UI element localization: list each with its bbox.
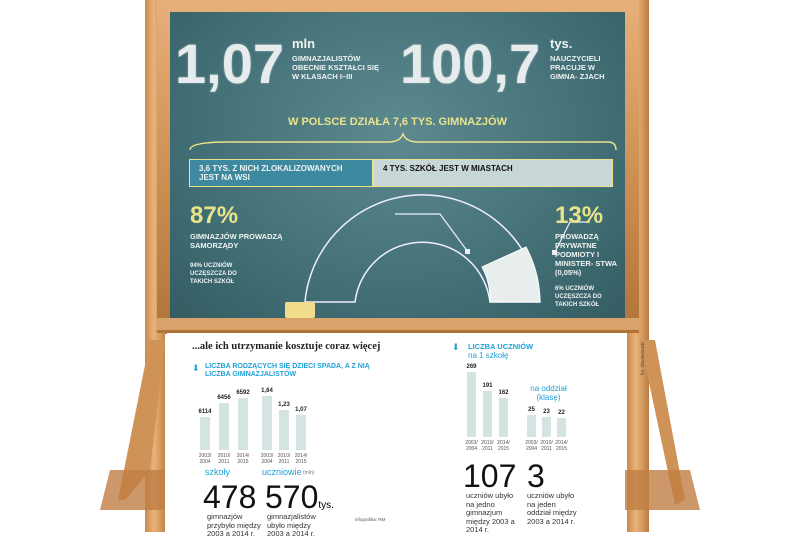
arrow-down-icon: ⬇ bbox=[192, 363, 200, 373]
bar bbox=[200, 416, 210, 450]
data-label: 1,23 bbox=[278, 401, 290, 408]
stat-students-value: 1,07 bbox=[175, 32, 284, 95]
public-note: 94% UCZNIÓW UCZĘSZCZA DO TAKICH SZKÓŁ bbox=[190, 263, 237, 285]
bar bbox=[279, 409, 289, 450]
bar bbox=[238, 398, 248, 450]
fact-per-class: 3 uczniów ubyło na jeden oddział między 2… bbox=[527, 458, 577, 526]
tick-label: 2014/ 2015 bbox=[497, 440, 510, 452]
arrow-down-icon: ⬇ bbox=[452, 342, 460, 352]
data-label: 23 bbox=[543, 408, 550, 415]
data-label: 191 bbox=[482, 382, 493, 389]
section2-subtitle: na 1 szkołę bbox=[468, 351, 509, 360]
headline: W POLSCE DZIAŁA 7,6 TYS. GIMNAZJÓW bbox=[288, 116, 507, 128]
stat-students-unit: mln bbox=[292, 36, 316, 51]
data-label: 162 bbox=[498, 389, 509, 396]
private-value: 13% bbox=[555, 202, 604, 229]
tick-label: 2003/ 2004 bbox=[465, 440, 478, 452]
tick-label: 2003/ 2004 bbox=[198, 453, 212, 465]
stat-teachers-label: NAUCZYCIELI PRACUJE W GIMNA- ZJACH bbox=[550, 54, 605, 81]
fact-schools: 478 gimnazjów przybyło między 2003 a 2014… bbox=[203, 479, 261, 538]
data-label: 25 bbox=[528, 407, 535, 413]
tick-label: 2014/ 2015 bbox=[294, 453, 308, 465]
chart-students-xlabel: uczniowie bbox=[262, 467, 302, 477]
tick-label: 2014/ 2015 bbox=[555, 440, 568, 452]
chart-students-unit: (mln) bbox=[303, 470, 315, 476]
bar bbox=[262, 396, 272, 450]
section2-title: LICZBA UCZNIÓW bbox=[468, 342, 534, 351]
photo-credit: fot. Shutterstock bbox=[640, 342, 645, 375]
stat-teachers-unit: tys. bbox=[550, 36, 573, 51]
tick-label: 2010/ 2011 bbox=[481, 440, 494, 452]
brace bbox=[189, 132, 617, 151]
private-label: PROWADZĄ PRYWATNE PODMIOTY I MINISTER- S… bbox=[555, 232, 617, 277]
data-label: 269 bbox=[466, 364, 477, 370]
bar bbox=[557, 417, 566, 437]
tick-label: 2010/ 2011 bbox=[540, 440, 553, 452]
public-label: GIMNAZJÓW PROWADZĄ SAMORZĄDY bbox=[190, 232, 283, 250]
tick-label: 2010/ 2011 bbox=[277, 453, 291, 465]
chalk-tray bbox=[157, 318, 639, 330]
chalkboard: 1,07 mln GIMNAZJALISTÓW OBECNIE KSZTAŁCI… bbox=[170, 12, 625, 318]
fact-per-school: 107 uczniów ubyło na jedno gimnazjum międ… bbox=[463, 458, 517, 534]
public-value: 87% bbox=[190, 202, 239, 229]
tick-label: 2003/ 2004 bbox=[525, 440, 538, 452]
bar bbox=[296, 414, 306, 450]
private-note: 6% UCZNIÓW UCZĘSZCZA DO TAKICH SZKÓŁ bbox=[555, 286, 602, 308]
data-label: 6456 bbox=[217, 395, 231, 402]
bar bbox=[467, 372, 476, 437]
bar bbox=[527, 415, 536, 437]
tick-label: 2003/ 2004 bbox=[260, 453, 274, 465]
stat-students-label: GIMNAZJALISTÓW OBECNIE KSZTAŁCI SIĘ W KL… bbox=[292, 54, 379, 81]
bar bbox=[499, 397, 508, 437]
share-arc bbox=[304, 194, 590, 303]
bar bbox=[542, 416, 551, 437]
data-label: 6592 bbox=[236, 390, 250, 396]
bar bbox=[483, 390, 492, 437]
data-label: 1,07 bbox=[295, 406, 307, 413]
fact-students: 570tys. gimnazjalistów ubyło między 2003 … bbox=[265, 479, 334, 538]
rural-box: 3,6 TYS. Z NICH ZLOKALIZOWANYCH JEST NA … bbox=[189, 159, 373, 187]
infographic-credit: infografika: RM bbox=[355, 517, 386, 522]
urban-box: 4 TYS. SZKÓŁ JEST W MIASTACH bbox=[373, 159, 613, 187]
stat-teachers-value: 100,7 bbox=[400, 32, 541, 95]
chart-schools-xlabel: szkoły bbox=[205, 467, 231, 477]
tick-label: 2010/ 2011 bbox=[217, 453, 231, 465]
sponge bbox=[285, 302, 315, 318]
data-label: 22 bbox=[558, 409, 565, 416]
data-label: 6114 bbox=[198, 408, 212, 415]
tick-label: 2014/ 2015 bbox=[236, 453, 250, 465]
data-label: 1,64 bbox=[261, 388, 273, 394]
bar bbox=[219, 403, 229, 450]
section1-title: LICZBA RODZĄCYCH SIĘ DZIECI SPADA, A Z N… bbox=[205, 363, 370, 378]
lower-title: ...ale ich utrzymanie kosztuje coraz wię… bbox=[192, 341, 381, 352]
per-class-label: na oddział (klasę) bbox=[530, 384, 567, 402]
